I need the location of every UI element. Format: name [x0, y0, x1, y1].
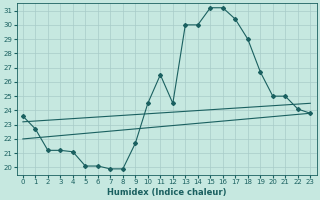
X-axis label: Humidex (Indice chaleur): Humidex (Indice chaleur): [107, 188, 226, 197]
